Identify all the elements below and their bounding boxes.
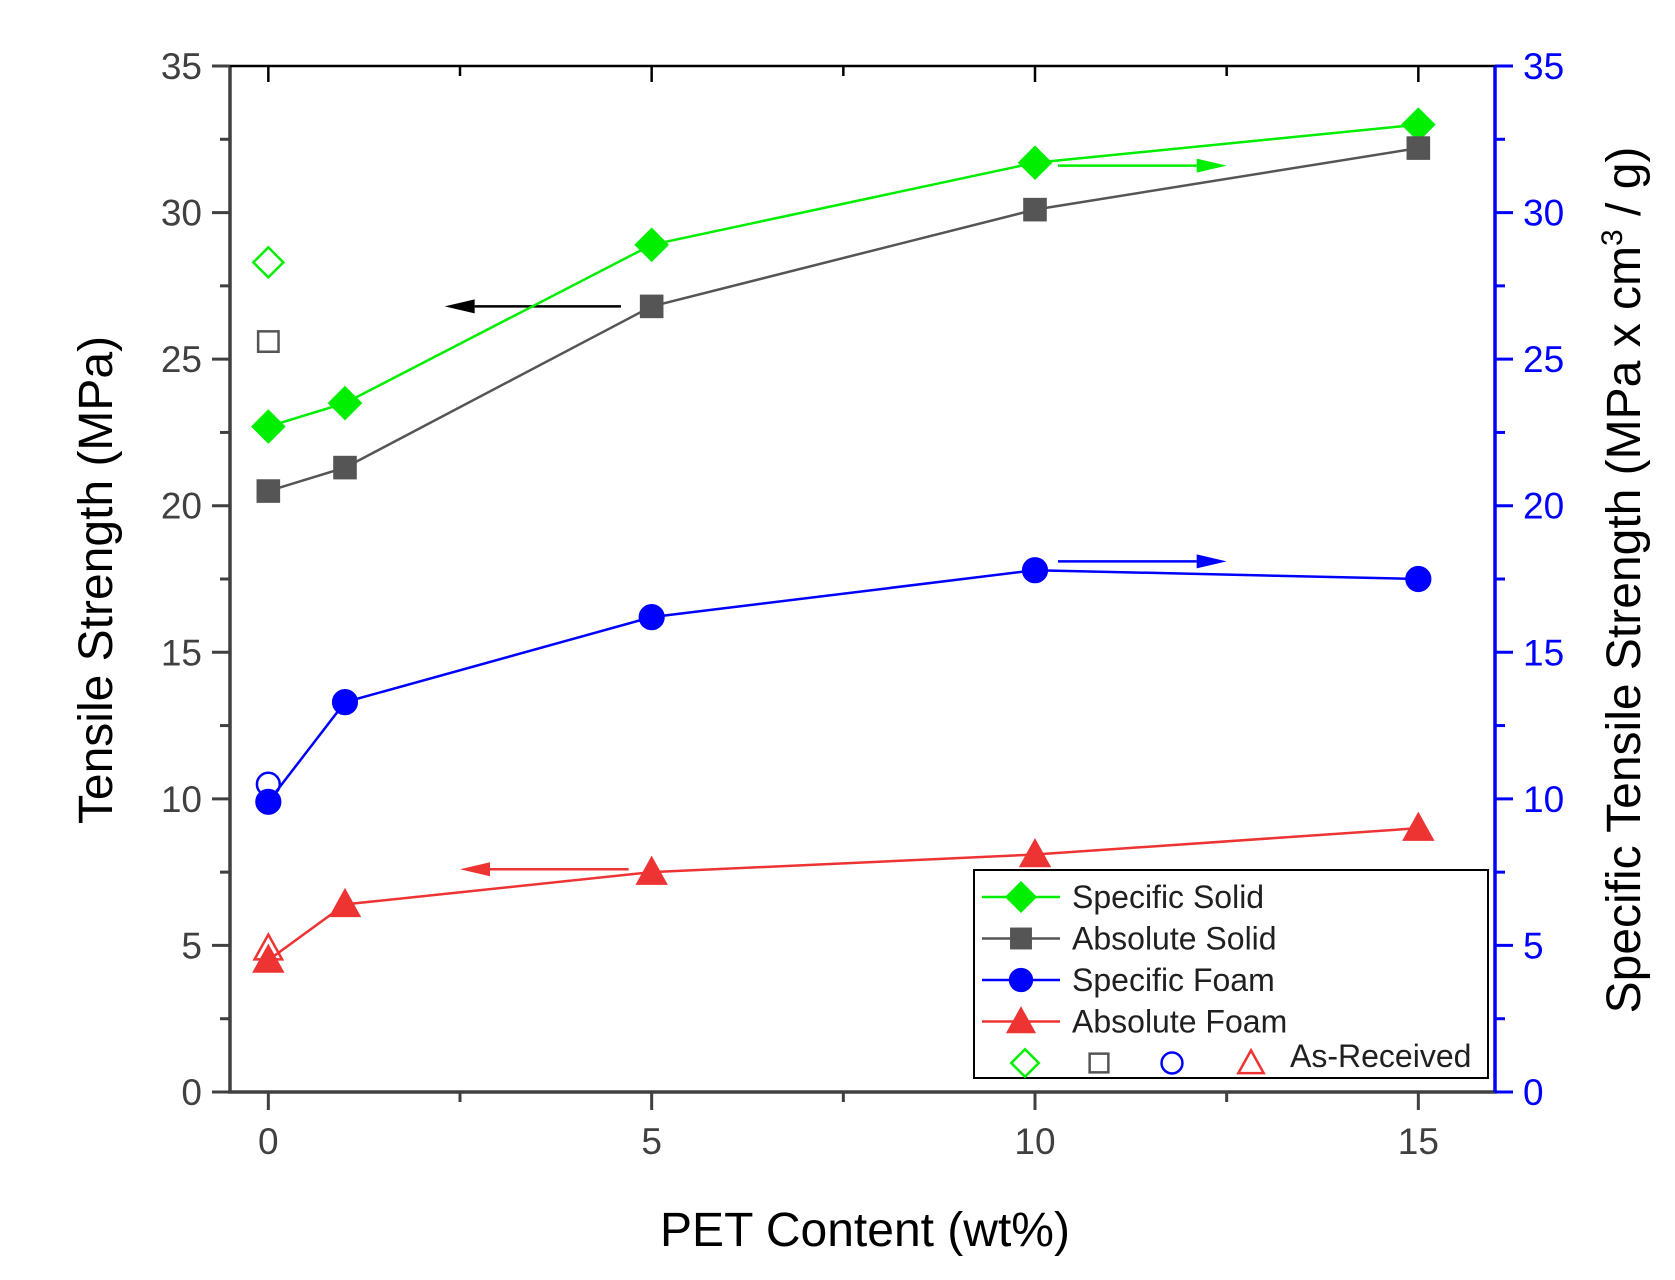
data-point-specific-foam <box>1405 565 1432 593</box>
data-point-absolute-foam <box>1018 838 1052 868</box>
y-tick-label: 35 <box>161 46 202 87</box>
data-point-specific-solid <box>327 385 363 421</box>
x-tick-label: 10 <box>1014 1121 1055 1162</box>
legend-marker-specific-solid <box>1004 880 1038 914</box>
legend-label-absolute-solid: Absolute Solid <box>1072 921 1277 957</box>
data-point-absolute-foam <box>1402 811 1435 841</box>
arrow-head-specific-solid <box>1196 158 1227 173</box>
y2-axis-title-superscript: 3 <box>1596 229 1629 246</box>
data-point-specific-solid <box>251 409 286 444</box>
legend-marker-as-received-absolute-foam <box>1236 1047 1266 1075</box>
data-point-specific-foam <box>331 689 359 716</box>
data-point-absolute-solid <box>333 455 357 480</box>
y-tick-label: 20 <box>161 486 202 527</box>
legend-label-as-received: As-Received <box>1290 1038 1471 1074</box>
legend-marker-as-received-specific-foam <box>1160 1051 1184 1075</box>
legend-label-absolute-foam: Absolute Foam <box>1072 1004 1287 1040</box>
legend: Specific Solid Absolute Solid Specific Foa… <box>973 869 1489 1079</box>
legend-box <box>973 869 1489 1079</box>
y2-tick-label: 0 <box>1523 1072 1544 1113</box>
y2-tick-label: 25 <box>1523 339 1564 380</box>
arrow-head-specific-foam <box>1196 554 1227 569</box>
data-point-specific-solid <box>634 227 669 263</box>
legend-marker-as-received-specific-solid <box>1009 1047 1041 1079</box>
arrow-head-absolute-foam <box>460 862 490 877</box>
data-point-absolute-solid <box>1023 197 1047 222</box>
data-point-specific-foam <box>638 604 665 631</box>
data-point-absolute-solid <box>1406 136 1431 160</box>
y-tick-label: 5 <box>181 925 202 966</box>
data-point-absolute-solid <box>639 294 664 319</box>
legend-marker-absolute-solid <box>1010 927 1032 950</box>
legend-marker-as-received-absolute-solid <box>1088 1052 1110 1074</box>
y-axis-title: Tensile Strength (MPa) <box>70 336 123 824</box>
y2-axis-title: Specific Tensile Strength (MPa x cm3 / g… <box>1596 147 1651 1014</box>
legend-label-specific-foam: Specific Foam <box>1072 962 1275 998</box>
data-point-specific-solid <box>1017 145 1053 181</box>
data-point-specific-foam <box>255 788 282 815</box>
data-series <box>251 107 1436 973</box>
data-point-absolute-foam <box>328 887 362 918</box>
y-tick-label: 25 <box>161 339 202 380</box>
legend-marker-specific-foam <box>1008 967 1034 993</box>
y2-tick-label: 5 <box>1523 925 1544 966</box>
axis-ticks: 0 5 10 15 20 25 30 35 0 5 10 15 20 25 30 35 0 5 10 15 <box>161 46 1564 1162</box>
y2-tick-label: 35 <box>1523 46 1564 87</box>
y-tick-label: 15 <box>161 632 202 673</box>
data-point-absolute-foam <box>252 943 285 973</box>
y2-tick-label: 10 <box>1523 779 1564 820</box>
data-point-absolute-solid <box>256 479 281 503</box>
x-tick-label: 0 <box>258 1121 279 1162</box>
axis-indicator-arrows <box>444 158 1227 877</box>
data-point-absolute-foam <box>635 855 668 885</box>
as-received-point-absolute-solid <box>256 330 280 354</box>
x-axis-title: PET Content (wt%) <box>660 1204 1070 1257</box>
y-tick-label: 30 <box>161 193 202 234</box>
y2-tick-label: 30 <box>1523 193 1564 234</box>
y2-axis-title-tail: / g) <box>1598 147 1651 230</box>
y-tick-label: 10 <box>161 779 202 820</box>
y2-tick-label: 15 <box>1523 632 1564 673</box>
x-tick-label: 5 <box>641 1121 662 1162</box>
legend-marker-absolute-foam <box>1005 1006 1037 1034</box>
y2-axis-title-main: Specific Tensile Strength (MPa x cm <box>1598 246 1651 1013</box>
x-tick-label: 15 <box>1398 1121 1439 1162</box>
y-tick-label: 0 <box>181 1072 202 1113</box>
arrow-head-absolute-solid <box>444 299 475 314</box>
y2-tick-label: 20 <box>1523 486 1564 527</box>
legend-entries: Specific Solid Absolute Solid Specific Foa… <box>982 879 1287 1079</box>
data-point-specific-foam <box>1021 557 1049 584</box>
legend-label-specific-solid: Specific Solid <box>1072 879 1264 915</box>
as-received-point-specific-solid <box>251 245 286 280</box>
